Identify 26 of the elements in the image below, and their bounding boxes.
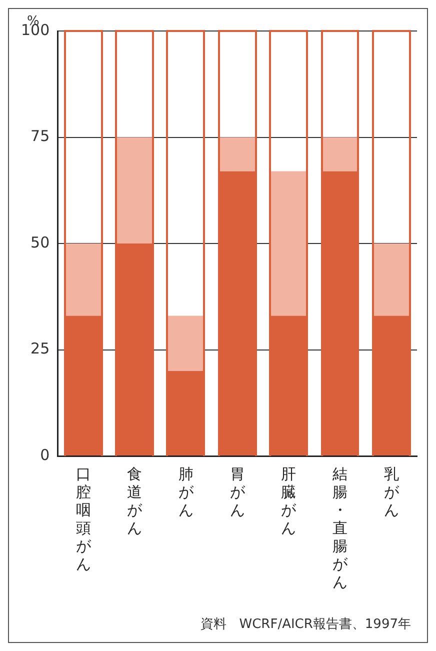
bar <box>167 316 204 371</box>
x-tick-label: 乳がん <box>384 464 400 519</box>
y-tick-label: 75 <box>30 127 50 146</box>
y-tick-label: 25 <box>30 340 50 358</box>
x-tick-label: 結腸・直腸がん <box>331 464 348 591</box>
bar <box>372 244 410 316</box>
x-tick-label: 胃がん <box>230 464 246 519</box>
x-tick-label: 口腔咽頭がん <box>76 464 92 573</box>
y-tick-label: 0 <box>40 446 50 464</box>
bar <box>372 316 410 456</box>
x-tick-label: 肝臓がん <box>281 464 298 537</box>
bar <box>167 371 204 456</box>
text: 資料 WCRF/AICR報告書、1997年 <box>200 617 411 632</box>
bar <box>218 171 256 456</box>
x-tick-label: 食道がん <box>127 464 144 537</box>
bar <box>116 244 154 456</box>
bar <box>322 137 358 172</box>
bar <box>64 316 102 456</box>
x-tick-label: 肺がん <box>178 464 194 519</box>
bar <box>270 316 308 456</box>
bar <box>64 244 102 316</box>
bar <box>116 137 154 244</box>
bar <box>270 171 308 316</box>
y-tick-label: 50 <box>30 233 50 252</box>
bar <box>322 171 358 456</box>
bar <box>218 137 256 172</box>
